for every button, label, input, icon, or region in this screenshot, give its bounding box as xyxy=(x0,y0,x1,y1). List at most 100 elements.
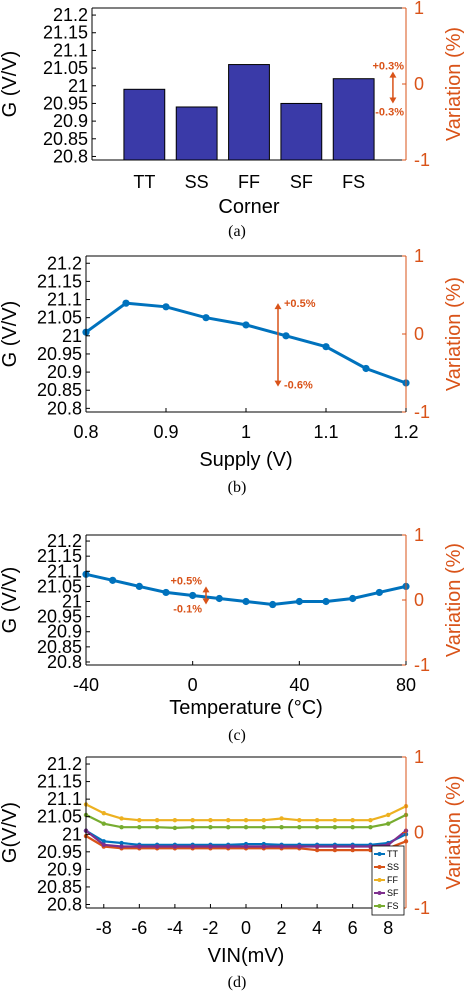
data-point xyxy=(154,818,160,823)
data-point xyxy=(386,821,391,826)
y-tick-label: 20.8 xyxy=(47,652,82,672)
y-tick-label: 20.95 xyxy=(37,842,82,862)
data-point xyxy=(190,825,195,830)
data-point xyxy=(189,591,197,600)
x-tick-label: -6 xyxy=(131,918,147,938)
bar-ff xyxy=(228,64,270,161)
arrow-head-up xyxy=(274,303,282,310)
data-point xyxy=(314,825,320,830)
arrow-head-up xyxy=(202,586,210,593)
x-tick-label: 1 xyxy=(241,422,251,442)
data-point xyxy=(350,818,355,823)
data-point xyxy=(297,825,302,830)
right-y-tick-label: -1 xyxy=(414,898,430,918)
data-point xyxy=(172,844,178,849)
y-tick-label: 21.1 xyxy=(47,561,82,581)
right-y-tick-label: 0 xyxy=(414,74,424,94)
y-tick-label: 21.2 xyxy=(47,754,82,774)
data-point xyxy=(261,818,266,823)
x-axis-label: VIN(mV) xyxy=(208,945,285,967)
x-tick-label: SF xyxy=(290,172,313,192)
data-point xyxy=(297,818,302,823)
x-tick-label: 2 xyxy=(277,918,287,938)
right-y-tick-label: -1 xyxy=(414,655,430,675)
legend: TT SS FF SF FS xyxy=(371,845,405,916)
y-tick-label: 20.85 xyxy=(37,637,82,657)
data-point xyxy=(101,842,106,847)
data-point xyxy=(261,844,266,849)
series-line xyxy=(85,301,407,385)
y-tick-label: 21.05 xyxy=(43,58,88,78)
x-tick-label: 0 xyxy=(188,675,198,695)
arrow-head-down xyxy=(389,97,397,104)
arrow-head-down xyxy=(274,380,282,387)
x-tick-label: FS xyxy=(342,172,365,192)
data-point xyxy=(154,825,160,830)
x-axis-label: Supply (V) xyxy=(199,449,292,471)
right-y-tick-label: 0 xyxy=(414,590,424,610)
data-point xyxy=(190,844,195,849)
y-tick-label: 20.85 xyxy=(37,380,82,400)
data-point xyxy=(243,825,249,830)
y-axis-label: G (V/V) xyxy=(0,567,21,634)
y-tick-label: 20.9 xyxy=(47,362,82,382)
data-point xyxy=(119,825,124,830)
data-point xyxy=(172,825,178,831)
data-point xyxy=(101,839,106,844)
data-point xyxy=(386,812,391,818)
data-point xyxy=(314,818,320,823)
y-tick-label: 21.15 xyxy=(43,23,88,43)
y-tick-label: 21.15 xyxy=(37,546,82,566)
data-point xyxy=(295,597,303,606)
y-tick-label: 21.2 xyxy=(47,531,82,551)
x-tick-label: 80 xyxy=(396,675,416,695)
bar-fs xyxy=(332,78,375,161)
data-point xyxy=(119,840,124,846)
data-point xyxy=(242,597,250,606)
legend-label: FS xyxy=(387,901,399,911)
data-point xyxy=(282,332,290,340)
data-point xyxy=(297,844,302,849)
data-point xyxy=(332,825,338,830)
right-y-tick-label: 1 xyxy=(414,747,424,767)
y-axis-label: G (V/V) xyxy=(0,301,21,368)
x-tick-label: -4 xyxy=(167,918,183,938)
data-point xyxy=(350,847,355,853)
data-point xyxy=(101,821,106,826)
x-axis-label: Temperature (°C) xyxy=(169,697,323,719)
bar-ss xyxy=(175,106,218,161)
data-point xyxy=(332,844,338,849)
data-point xyxy=(215,594,223,603)
panel-caption: (c) xyxy=(228,727,246,744)
right-y-tick-label: 0 xyxy=(414,324,424,344)
data-point xyxy=(226,818,231,823)
data-point xyxy=(279,816,284,821)
bar-tt xyxy=(123,88,166,161)
y-tick-label: 20.9 xyxy=(47,859,82,879)
data-point xyxy=(226,825,231,830)
right-y-tick-label: -1 xyxy=(414,150,430,170)
data-point xyxy=(279,844,284,849)
x-axis-label: Corner xyxy=(218,196,279,218)
panel-caption: (b) xyxy=(228,479,247,496)
data-point xyxy=(190,818,195,823)
data-point xyxy=(332,847,338,853)
data-point xyxy=(368,847,373,853)
legend-label: SS xyxy=(387,862,399,872)
y-tick-label: 21 xyxy=(62,824,82,844)
y-tick-label: 20.8 xyxy=(53,146,88,166)
bar-sf xyxy=(280,102,323,161)
panel-caption: (a) xyxy=(228,223,246,240)
data-point xyxy=(202,314,210,322)
x-tick-label: 8 xyxy=(383,918,393,938)
data-point xyxy=(243,844,249,849)
data-point xyxy=(208,844,213,849)
data-point xyxy=(368,818,373,823)
right-y-axis-label: Variation (%) xyxy=(443,277,465,391)
data-point xyxy=(137,818,142,823)
data-point xyxy=(226,844,231,849)
x-tick-label: 0 xyxy=(241,918,251,938)
right-y-tick-label: -1 xyxy=(414,402,430,422)
